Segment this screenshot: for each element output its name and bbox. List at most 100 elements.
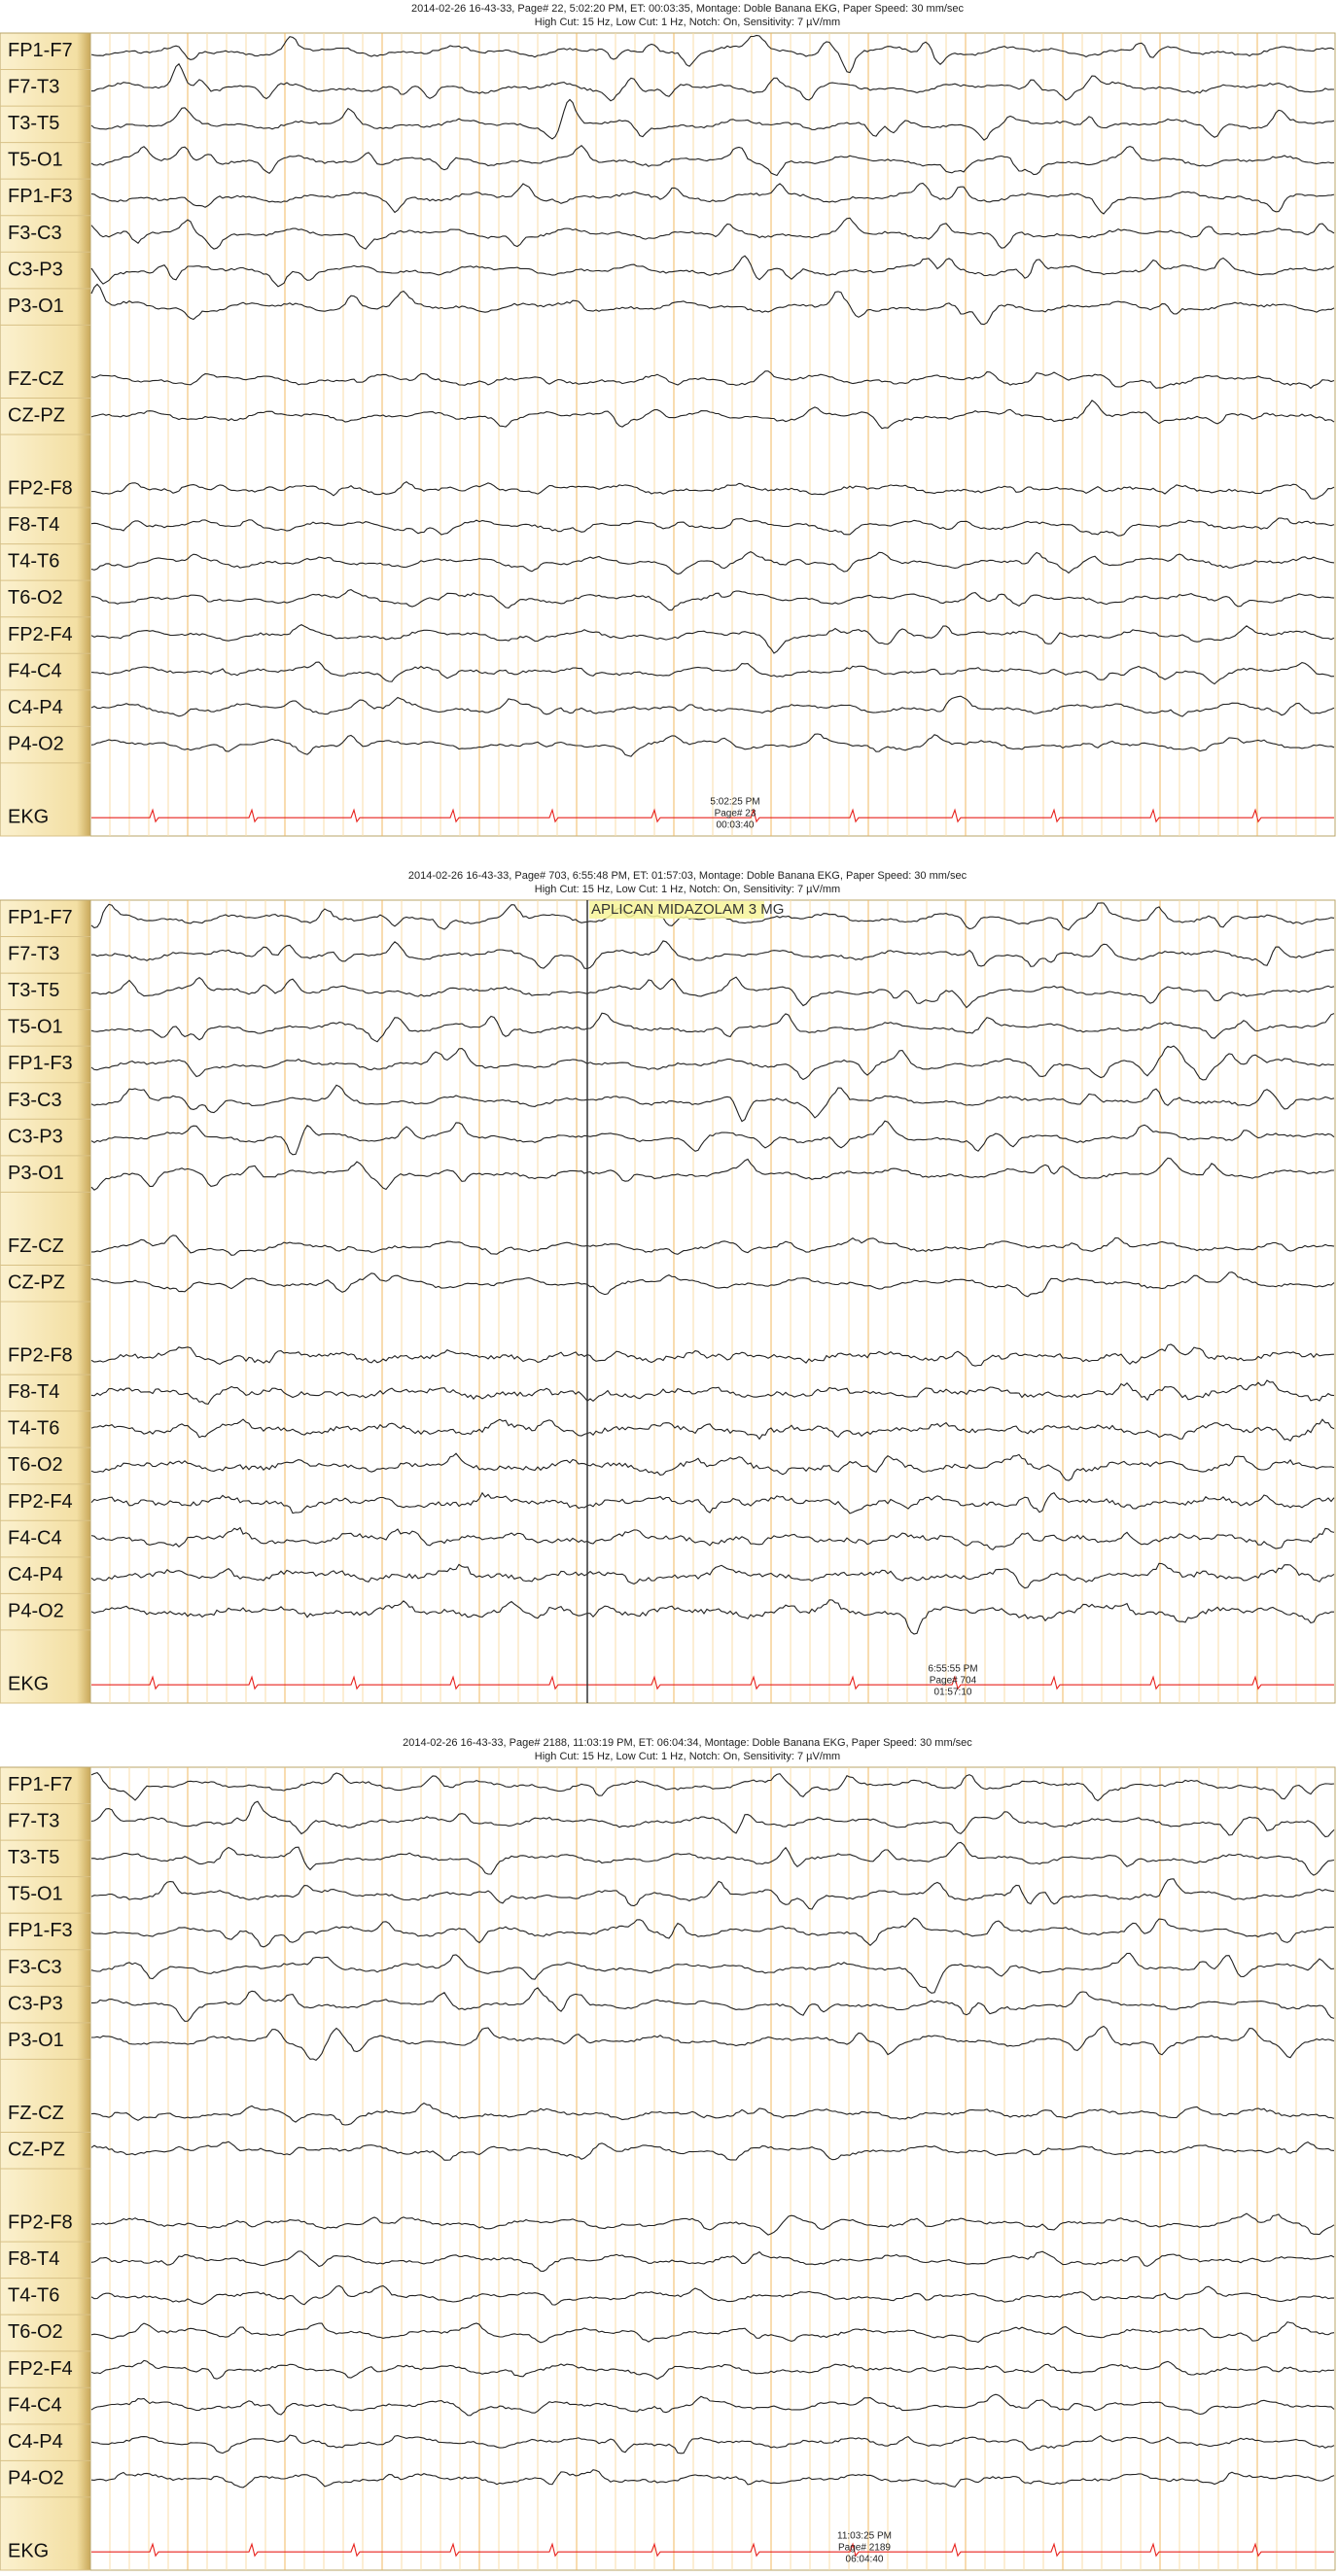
channel-label: T6-O2 — [8, 587, 63, 609]
channel-label: T6-O2 — [8, 1454, 63, 1476]
channel-label: T5-O1 — [8, 150, 63, 171]
eeg-trace — [90, 517, 1335, 537]
channel-label: T5-O1 — [8, 1017, 63, 1038]
channel-label: FP2-F8 — [8, 2212, 73, 2234]
channel-label: FP1-F3 — [8, 186, 73, 207]
eeg-trace — [90, 661, 1335, 685]
eeg-trace — [90, 695, 1335, 717]
eeg-trace — [90, 1084, 1335, 1123]
channel-label: EKG — [8, 1674, 49, 1695]
eeg-panel: 2014-02-26 16-43-33, Page# 22, 5:02:20 P… — [0, 3, 1336, 837]
channel-label: F3-C3 — [8, 223, 62, 244]
eeg-trace — [90, 2393, 1335, 2417]
channel-label: C3-P3 — [8, 1993, 63, 2014]
eeg-trace — [90, 2212, 1335, 2236]
eeg-trace — [90, 1952, 1335, 1994]
channel-label: P3-O1 — [8, 296, 64, 317]
channel-label: FP1-F7 — [8, 907, 73, 928]
channel-label: F7-T3 — [8, 1811, 59, 1832]
eeg-trace — [90, 2250, 1335, 2272]
eeg-trace — [90, 34, 1335, 74]
channel-label: FP2-F8 — [8, 1345, 73, 1367]
page-footer: 11:03:25 PM — [837, 2531, 892, 2542]
channel-label: F7-T3 — [8, 944, 59, 965]
eeg-trace — [90, 1562, 1335, 1589]
eeg-trace — [90, 400, 1335, 430]
panel-header: High Cut: 15 Hz, Low Cut: 1 Hz, Notch: O… — [535, 884, 840, 895]
channel-label: F8-T4 — [8, 514, 59, 536]
page-footer: Page# 23 — [715, 809, 756, 819]
eeg-trace — [90, 733, 1335, 757]
eeg-trace — [90, 1599, 1334, 1635]
eeg-trace — [90, 370, 1335, 390]
channel-label: C3-P3 — [8, 1126, 63, 1147]
channel-label: F3-C3 — [8, 1090, 62, 1111]
eeg-trace — [90, 1878, 1335, 1910]
channel-label: EKG — [8, 2541, 49, 2562]
channel-label: P4-O2 — [8, 1600, 64, 1621]
channel-label: P3-O1 — [8, 1163, 64, 1184]
eeg-trace — [90, 1379, 1335, 1406]
eeg-trace — [90, 1157, 1335, 1191]
eeg-trace — [90, 182, 1335, 215]
page-footer: 00:03:40 — [717, 820, 755, 831]
channel-label: CZ-PZ — [8, 2140, 65, 2161]
eeg-trace — [90, 1045, 1335, 1081]
eeg-trace — [90, 283, 1335, 326]
channel-label: T5-O1 — [8, 1884, 63, 1905]
channel-label: FP1-F3 — [8, 1920, 73, 1941]
eeg-trace — [90, 1841, 1335, 1876]
eeg-trace — [90, 217, 1335, 250]
eeg-trace — [90, 588, 1335, 611]
channel-label: F4-C4 — [8, 1527, 62, 1549]
eeg-trace — [90, 1526, 1335, 1550]
eeg-trace — [90, 98, 1335, 141]
channel-label: T3-T5 — [8, 1847, 59, 1868]
eeg-trace — [90, 481, 1335, 500]
eeg-trace — [90, 1271, 1335, 1298]
channel-label: T4-T6 — [8, 2285, 59, 2307]
eeg-trace — [90, 255, 1335, 288]
eeg-trace — [90, 1120, 1335, 1156]
channel-label: FP2-F8 — [8, 478, 73, 500]
panel-header: High Cut: 15 Hz, Low Cut: 1 Hz, Notch: O… — [535, 1751, 840, 1762]
eeg-trace — [90, 623, 1335, 654]
ekg-trace — [91, 1675, 1334, 1690]
channel-label: P4-O2 — [8, 733, 64, 754]
eeg-trace — [90, 550, 1335, 575]
channel-label: C4-P4 — [8, 697, 63, 718]
channel-label: T3-T5 — [8, 980, 59, 1001]
eeg-trace — [91, 1235, 1335, 1256]
eeg-trace — [90, 2359, 1335, 2381]
channel-label: F4-C4 — [8, 660, 62, 681]
page-footer: Page# 2189 — [838, 2543, 891, 2554]
eeg-trace — [90, 2141, 1335, 2161]
ekg-trace — [91, 808, 1334, 823]
channel-label: FP1-F3 — [8, 1053, 73, 1074]
panel-header: 2014-02-26 16-43-33, Page# 22, 5:02:20 P… — [411, 3, 965, 15]
channel-label: T6-O2 — [8, 2321, 63, 2343]
panel-header: High Cut: 15 Hz, Low Cut: 1 Hz, Notch: O… — [535, 17, 840, 28]
page-footer: 5:02:25 PM — [710, 797, 759, 808]
channel-label: F8-T4 — [8, 1381, 59, 1403]
channel-label: T3-T5 — [8, 113, 59, 134]
channel-label: F4-C4 — [8, 2394, 62, 2416]
channel-label: C4-P4 — [8, 1564, 63, 1585]
eeg-trace — [90, 976, 1335, 1009]
channel-label: C4-P4 — [8, 2431, 63, 2453]
channel-label: EKG — [8, 807, 49, 828]
eeg-trace — [90, 2284, 1335, 2306]
eeg-trace — [90, 2321, 1335, 2344]
page-footer: Page# 704 — [930, 1676, 977, 1687]
eeg-trace — [90, 2469, 1335, 2489]
annotation-highlight — [589, 901, 764, 919]
channel-label: FP2-F4 — [8, 624, 73, 645]
panel-header: 2014-02-26 16-43-33, Page# 2188, 11:03:1… — [403, 1737, 972, 1749]
eeg-trace — [90, 1452, 1335, 1481]
page-footer: 06:04:40 — [846, 2555, 884, 2565]
eeg-trace — [90, 1343, 1335, 1367]
channel-label: F8-T4 — [8, 2248, 59, 2270]
channel-label: P3-O1 — [8, 2030, 64, 2051]
